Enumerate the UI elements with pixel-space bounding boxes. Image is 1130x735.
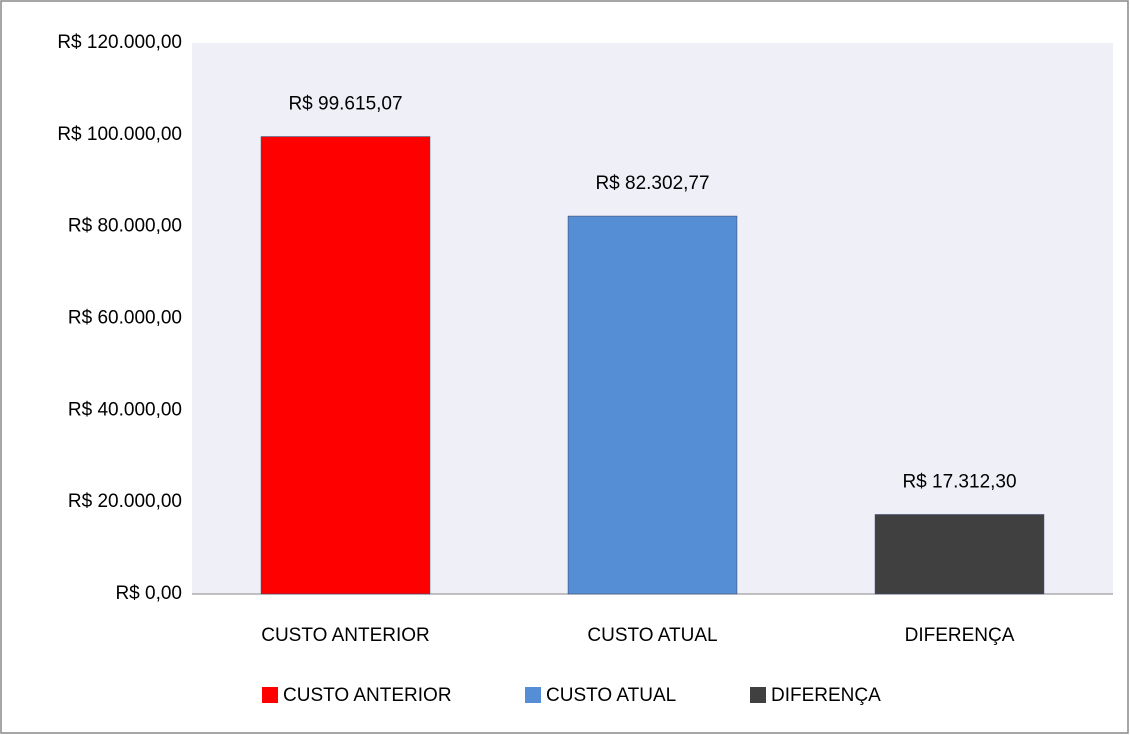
- x-tick-label: CUSTO ATUAL: [587, 625, 717, 646]
- y-tick-label: R$ 120.000,00: [57, 32, 182, 53]
- legend-label: CUSTO ANTERIOR: [283, 685, 452, 706]
- legend-swatch: [750, 687, 766, 703]
- legend-label: DIFERENÇA: [771, 685, 881, 706]
- y-tick-label: R$ 60.000,00: [68, 308, 182, 329]
- x-tick-label: DIFERENÇA: [905, 625, 1015, 646]
- data-label: R$ 82.302,77: [595, 173, 709, 194]
- legend-swatch: [262, 687, 278, 703]
- y-tick-label: R$ 100.000,00: [57, 124, 182, 145]
- y-tick-label: R$ 80.000,00: [68, 216, 182, 237]
- y-tick-label: R$ 0,00: [115, 583, 182, 604]
- y-tick-label: R$ 20.000,00: [68, 491, 182, 512]
- x-tick-label: CUSTO ANTERIOR: [261, 625, 430, 646]
- legend-swatch: [525, 687, 541, 703]
- data-label: R$ 17.312,30: [902, 472, 1016, 493]
- data-label: R$ 99.615,07: [288, 94, 402, 115]
- bar: [567, 215, 738, 595]
- bar: [874, 514, 1045, 595]
- legend-label: CUSTO ATUAL: [546, 685, 676, 706]
- bar: [260, 136, 431, 595]
- y-tick-label: R$ 40.000,00: [68, 399, 182, 420]
